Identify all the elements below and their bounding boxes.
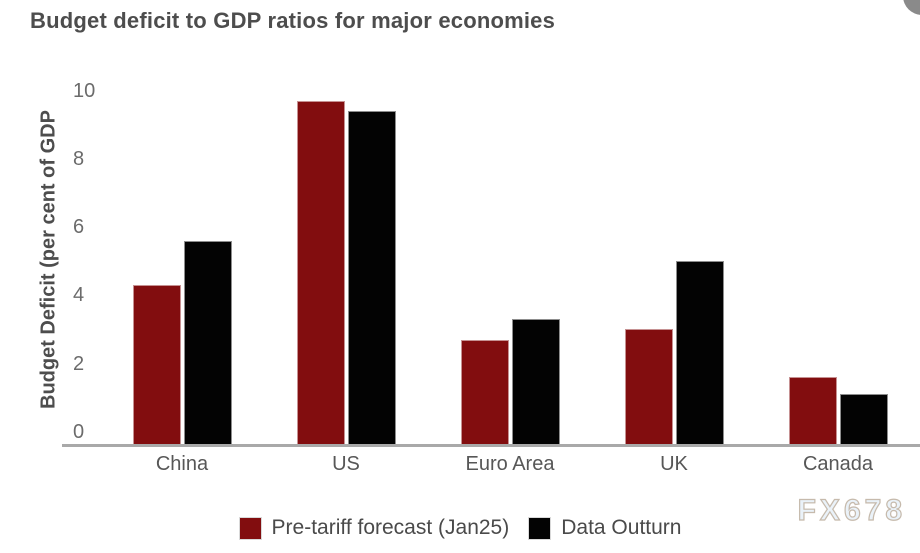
x-axis-labels: China US Euro Area UK Canada (100, 453, 920, 476)
x-axis-label-us: US (332, 453, 360, 475)
y-axis-title: Budget Deficit (per cent of GDP (37, 110, 60, 410)
bar-data-outturn-canada (839, 394, 888, 445)
legend-label-pre-tariff-forecast-jan25: Pre-tariff forecast (Jan25) (271, 516, 510, 539)
legend-item-data-outturn: Data Outturn (528, 516, 681, 540)
legend: Pre-tariff forecast (Jan25) Data Outturn (0, 516, 920, 540)
legend-swatch-pre-tariff-forecast-jan25 (238, 516, 262, 540)
bar-data-outturn-euro-area (511, 319, 560, 445)
plot-area (100, 88, 920, 445)
y-tick-label-4: 4 (73, 284, 85, 307)
bar-pre-tariff-forecast-jan25-china (132, 285, 181, 445)
y-tick-label-0: 0 (73, 420, 85, 443)
x-axis-label-euro-area: Euro Area (465, 453, 555, 475)
y-tick-label-6: 6 (73, 216, 85, 239)
bar-pre-tariff-forecast-jan25-euro-area (460, 339, 509, 445)
legend-label-data-outturn: Data Outturn (561, 516, 682, 539)
watermark-fx678: FX678 (797, 493, 906, 527)
x-axis-label-canada: Canada (802, 453, 874, 475)
x-axis-label-uk: UK (660, 453, 688, 475)
y-tick-label-10: 10 (73, 79, 96, 102)
legend-swatch-data-outturn (528, 516, 552, 540)
bar-data-outturn-china (183, 240, 232, 445)
bar-data-outturn-us (347, 111, 396, 445)
y-tick-label-8: 8 (73, 147, 85, 170)
bar-data-outturn-uk (675, 261, 724, 445)
bar-pre-tariff-forecast-jan25-canada (788, 377, 837, 445)
bar-pre-tariff-forecast-jan25-us (296, 100, 345, 445)
bar-pre-tariff-forecast-jan25-uk (624, 329, 673, 445)
y-tick-label-2: 2 (73, 352, 85, 375)
x-axis-label-china: China (155, 453, 209, 475)
corner-button-partial[interactable] (903, 0, 920, 15)
x-axis-line (62, 444, 920, 447)
chart-title: Budget deficit to GDP ratios for major e… (30, 8, 556, 33)
legend-item-pre-tariff-forecast-jan25: Pre-tariff forecast (Jan25) (238, 516, 510, 540)
